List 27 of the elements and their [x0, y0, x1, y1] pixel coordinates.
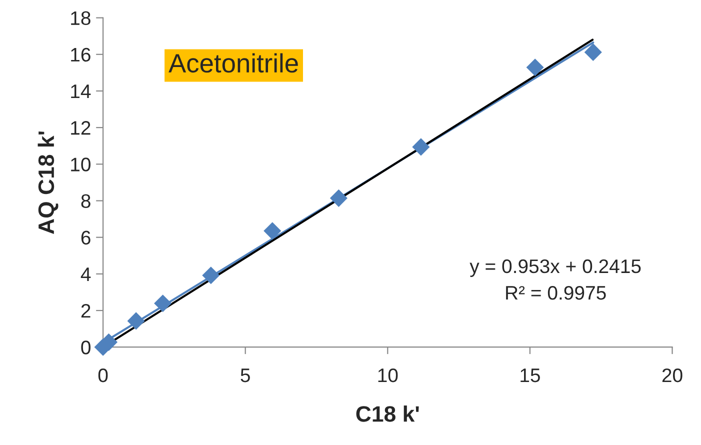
y-tick-label: 18 [71, 11, 90, 26]
y-tick-label: 2 [81, 304, 90, 318]
x-tick-label: 20 [662, 368, 682, 382]
point [330, 189, 348, 207]
y-tick-label: 0 [81, 340, 90, 354]
y-tick-label: 16 [71, 48, 90, 62]
y-tick-label: 6 [81, 230, 90, 245]
point [127, 312, 145, 330]
point [154, 294, 172, 312]
x-tick-label: 15 [520, 368, 540, 382]
y-axis-title: AQ C18 k' [38, 132, 58, 234]
x-tick-label: 10 [378, 368, 398, 382]
x-tick-label: 0 [98, 368, 108, 382]
annotation: Acetonitrile [168, 53, 298, 73]
x-tick-label: 5 [240, 368, 250, 382]
point [202, 266, 220, 284]
x-axis-title: C18 k' [356, 406, 419, 422]
point [584, 43, 602, 61]
y-tick-label: 4 [80, 268, 91, 281]
y-tick-label: 14 [71, 84, 91, 98]
y-tick-label: 10 [71, 158, 90, 172]
point [412, 138, 430, 156]
point [526, 58, 544, 76]
annotation: y = 0.953x + 0.2415 R² = 0.9975 [470, 259, 641, 300]
y-tick-label: 12 [71, 121, 90, 135]
point [264, 222, 282, 240]
y-tick-label: 8 [81, 194, 90, 208]
